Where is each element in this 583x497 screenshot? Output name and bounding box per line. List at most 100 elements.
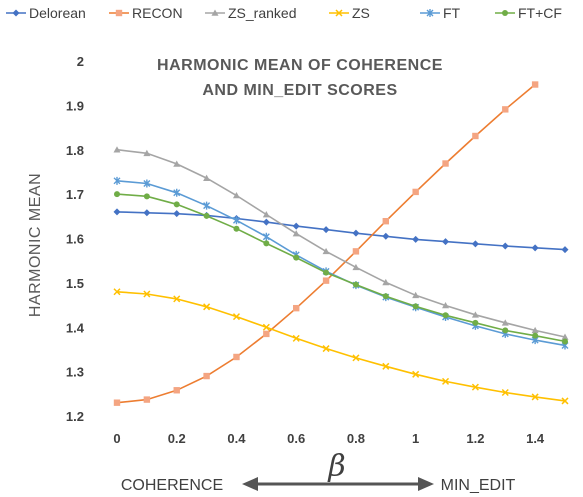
data-point-delorean [322, 226, 330, 234]
data-point-delorean [561, 246, 569, 254]
series-line-zs [116, 291, 566, 402]
x-tick-label: 0.2 [168, 431, 186, 446]
legend-item-delorean: Delorean [6, 5, 86, 21]
data-point-ft [173, 188, 181, 197]
data-point-zs-ranked [352, 263, 360, 271]
legend-swatch-marker [426, 9, 434, 17]
data-point-ft-cf [114, 191, 120, 198]
data-point-zs [561, 397, 569, 405]
data-point-ft-cf [352, 281, 359, 288]
legend-swatch-marker [12, 9, 20, 17]
x-tick-label: 0.6 [287, 431, 305, 446]
data-point-ft-cf [532, 332, 539, 339]
data-point-zs [531, 393, 539, 401]
data-point-zs [382, 362, 390, 370]
data-point-recon [173, 387, 180, 394]
y-axis-ticks: 1.2 1.3 1.4 1.5 1.6 1.7 1.8 1.9 2 [66, 54, 85, 424]
y-tick-label: 1.7 [66, 187, 84, 202]
x-tick-label: 1.4 [526, 431, 545, 446]
y-tick-label: 2 [77, 54, 84, 69]
data-point-delorean [173, 210, 181, 218]
y-tick-label: 1.8 [66, 143, 84, 158]
data-point-zs [352, 354, 360, 362]
data-point-ft-cf [502, 327, 509, 334]
data-point-ft-cf [382, 293, 389, 300]
x-tick-label: 0.8 [347, 431, 365, 446]
data-point-zs [292, 334, 300, 342]
series-layer [113, 81, 569, 406]
legend-item-zs: ZS [329, 5, 370, 21]
data-point-ft [203, 201, 211, 210]
data-point-recon [113, 399, 121, 406]
series-delorean [113, 208, 569, 254]
data-point-zs-ranked [322, 247, 330, 255]
series-ft-cf [114, 191, 568, 345]
data-point-zs [262, 323, 270, 331]
data-point-delorean [531, 244, 539, 252]
x-tick-label: 1 [412, 431, 419, 446]
data-point-delorean [292, 222, 300, 230]
data-point-recon [263, 330, 270, 338]
data-point-zs [322, 345, 330, 353]
data-point-ft-cf [203, 212, 210, 219]
legend-swatch-marker [335, 9, 343, 17]
data-point-recon [203, 372, 210, 380]
x-tick-label: 0.4 [227, 431, 246, 446]
data-point-zs [442, 377, 450, 385]
data-point-zs [471, 383, 479, 391]
y-tick-label: 1.4 [66, 320, 85, 335]
data-point-delorean [143, 209, 151, 217]
data-point-zs-ranked [232, 191, 240, 199]
data-point-zs [113, 288, 121, 296]
series-line-delorean [116, 211, 566, 251]
data-point-recon [352, 248, 360, 255]
data-point-zs-ranked [203, 174, 211, 181]
legend-label: RECON [132, 5, 183, 21]
data-point-recon [502, 106, 509, 113]
y-tick-label: 1.2 [66, 409, 84, 424]
data-point-ft-cf [263, 240, 270, 247]
data-point-delorean [501, 242, 509, 250]
data-point-recon [233, 353, 240, 361]
data-point-ft-cf [233, 225, 240, 232]
data-point-delorean [412, 235, 420, 243]
data-point-ft [143, 179, 151, 188]
data-point-zs [143, 290, 151, 298]
data-point-zs-ranked [143, 149, 151, 157]
legend-label: FT+CF [518, 5, 562, 21]
data-point-ft [232, 216, 240, 225]
series-zs [113, 288, 569, 405]
series-ft [113, 176, 569, 350]
data-point-ft-cf [323, 269, 330, 276]
data-point-zs-ranked [442, 302, 450, 309]
x-tick-label: 1.2 [466, 431, 484, 446]
data-point-delorean [442, 238, 450, 246]
data-point-zs-ranked [501, 319, 509, 326]
data-point-ft-cf [412, 303, 419, 310]
data-point-zs-ranked [113, 146, 121, 153]
legend-swatch-marker [502, 10, 508, 16]
series-line-zs-ranked [116, 148, 566, 338]
data-point-delorean [471, 240, 479, 248]
legend-swatch-marker [211, 9, 219, 16]
data-point-zs-ranked [382, 278, 390, 286]
chart-title-line-1: HARMONIC MEAN OF COHERENCE [157, 57, 443, 74]
y-tick-label: 1.9 [66, 98, 84, 113]
data-point-ft-cf [293, 254, 300, 261]
data-point-delorean [352, 229, 360, 237]
data-point-ft [113, 176, 121, 185]
data-point-ft [262, 232, 270, 241]
data-point-delorean [113, 208, 121, 216]
data-point-zs-ranked [173, 160, 181, 167]
legend-item-recon: RECON [109, 5, 183, 21]
data-point-zs [501, 388, 509, 397]
data-point-recon [322, 277, 330, 284]
data-point-delorean [262, 218, 270, 226]
x-tick-label: 0 [113, 431, 120, 446]
legend-item-ft-cf: FT+CF [495, 5, 562, 21]
legend-label: FT [443, 5, 461, 21]
double-arrow [242, 477, 434, 491]
x-axis-ticks: 0 0.2 0.4 0.6 0.8 1 1.2 1.4 [113, 431, 545, 446]
chart-title-line-2: AND MIN_EDIT SCORES [202, 82, 397, 99]
